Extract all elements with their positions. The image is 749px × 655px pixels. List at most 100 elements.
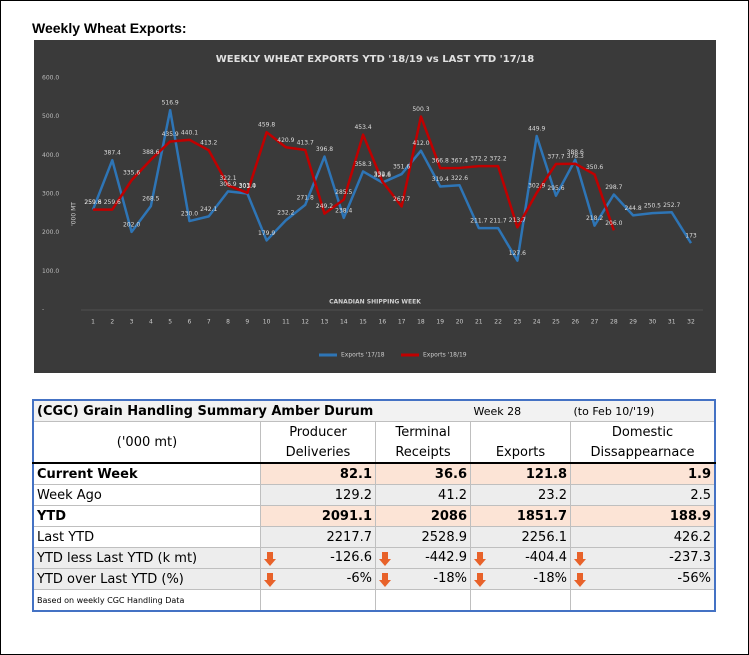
cell: -237.3 — [570, 547, 716, 569]
down-arrow-icon — [379, 573, 391, 587]
data-label: 413.7 — [297, 140, 314, 147]
y-axis-label: '000 MT — [71, 202, 78, 226]
row-label: Current Week — [32, 462, 261, 485]
down-arrow-icon — [379, 552, 391, 566]
column-header: Exports — [470, 442, 571, 464]
data-label: 500.3 — [412, 106, 429, 113]
cell — [260, 589, 376, 612]
cell: 41.2 — [375, 484, 471, 506]
column-header-row: Deliveries Receipts Exports Dissappearna… — [33, 442, 716, 464]
data-label: 303.0 — [239, 182, 256, 189]
data-label: 285.5 — [335, 189, 352, 196]
cell: 2086 — [375, 505, 471, 527]
column-header: Deliveries — [260, 442, 376, 464]
down-arrow-icon — [264, 573, 276, 587]
data-label: 250.5 — [644, 203, 661, 210]
table-row: Last YTD 2217.7 2528.9 2256.1 426.2 — [32, 526, 716, 548]
y-tick-label: 200.0 — [42, 229, 59, 236]
data-label: 202.0 — [123, 221, 140, 228]
data-label: 242.1 — [200, 206, 217, 213]
chart-title: WEEKLY WHEAT EXPORTS YTD '18/19 vs LAST … — [216, 54, 534, 65]
cell-value: -18% — [533, 571, 567, 586]
cell: 82.1 — [260, 462, 376, 485]
data-label: 249.2 — [316, 203, 333, 210]
table-row: Current Week 82.1 36.6 121.8 1.9 — [32, 462, 716, 485]
x-tick-label: 15 — [359, 319, 367, 326]
cell-value: -56% — [677, 571, 711, 586]
cell-value: -237.3 — [669, 550, 711, 565]
x-tick-label: 14 — [340, 319, 348, 326]
data-label: 329.6 — [374, 172, 391, 179]
data-label: 413.2 — [200, 140, 217, 147]
data-label: 335.6 — [123, 170, 140, 177]
data-label: 350.6 — [586, 164, 603, 171]
x-tick-label: 10 — [263, 319, 271, 326]
data-label: 232.2 — [277, 210, 294, 217]
data-label: 351.6 — [393, 164, 410, 171]
data-label: 453.4 — [354, 124, 371, 131]
data-label: 302.9 — [528, 182, 545, 189]
table-title-row: (CGC) Grain Handling Summary Amber Durum… — [32, 399, 716, 422]
data-label: 218.2 — [586, 215, 603, 222]
data-label: 211.7 — [470, 218, 487, 225]
row-label: Week Ago — [32, 484, 261, 506]
table-row: Week Ago 129.2 41.2 23.2 2.5 — [32, 484, 716, 506]
x-tick-label: 11 — [282, 319, 290, 326]
row-label: YTD over Last YTD (%) — [32, 568, 261, 590]
cell: 36.6 — [375, 462, 471, 485]
cell: 121.8 — [470, 462, 571, 485]
y-tick-label: 500.0 — [42, 113, 59, 120]
chart: WEEKLY WHEAT EXPORTS YTD '18/19 vs LAST … — [34, 40, 716, 373]
x-tick-label: 4 — [149, 319, 153, 326]
data-label: 173 — [685, 233, 697, 240]
data-label: 230.0 — [181, 211, 198, 218]
x-tick-label: 17 — [398, 319, 406, 326]
x-tick-label: 31 — [668, 319, 676, 326]
data-label: 252.7 — [663, 202, 680, 209]
data-label: 412.0 — [412, 140, 429, 147]
column-header: Receipts — [375, 442, 471, 464]
data-label: 420.9 — [277, 137, 294, 144]
cell: -18% — [470, 568, 571, 590]
data-label: 358.3 — [354, 161, 371, 168]
down-arrow-icon — [474, 552, 486, 566]
row-label: YTD — [32, 505, 261, 527]
data-label: 244.8 — [625, 205, 642, 212]
x-tick-label: 5 — [168, 319, 172, 326]
table-row: YTD over Last YTD (%) -6% -18% -18% -56% — [32, 568, 716, 590]
x-tick-label: 13 — [321, 319, 329, 326]
data-label: 268.5 — [142, 196, 159, 203]
cell: -126.6 — [260, 547, 376, 569]
x-tick-label: 12 — [301, 319, 309, 326]
x-tick-label: 20 — [456, 319, 464, 326]
data-label: 259.6 — [104, 199, 121, 206]
x-tick-label: 25 — [552, 319, 560, 326]
data-label: 259.6 — [84, 199, 101, 206]
table-row: YTD 2091.1 2086 1851.7 188.9 — [32, 505, 716, 527]
column-header: Producer — [260, 421, 376, 442]
cell: -56% — [570, 568, 716, 590]
data-label: 322.6 — [451, 175, 468, 182]
data-label: 127.6 — [509, 250, 526, 257]
cell: -404.4 — [470, 547, 571, 569]
x-tick-label: 27 — [591, 319, 599, 326]
data-label: 306.9 — [219, 181, 236, 188]
x-axis-label: CANADIAN SHIPPING WEEK — [329, 299, 421, 306]
series-line — [91, 108, 693, 262]
unit-label: ('000 mt) — [32, 421, 261, 464]
cell: -442.9 — [375, 547, 471, 569]
x-tick-label: 30 — [649, 319, 657, 326]
series-line — [93, 115, 616, 231]
data-label: 267.7 — [393, 196, 410, 203]
x-tick-label: 9 — [245, 319, 249, 326]
column-header-row: ('000 mt) Producer Terminal Domestic — [32, 421, 716, 464]
data-label: 440.1 — [181, 129, 198, 136]
x-tick-label: 2 — [110, 319, 114, 326]
cell: 2.5 — [570, 484, 716, 506]
x-tick-label: 1 — [91, 319, 95, 326]
x-tick-label: 16 — [379, 319, 387, 326]
down-arrow-icon — [574, 573, 586, 587]
cell: -6% — [260, 568, 376, 590]
cell-value: -126.6 — [330, 550, 372, 565]
